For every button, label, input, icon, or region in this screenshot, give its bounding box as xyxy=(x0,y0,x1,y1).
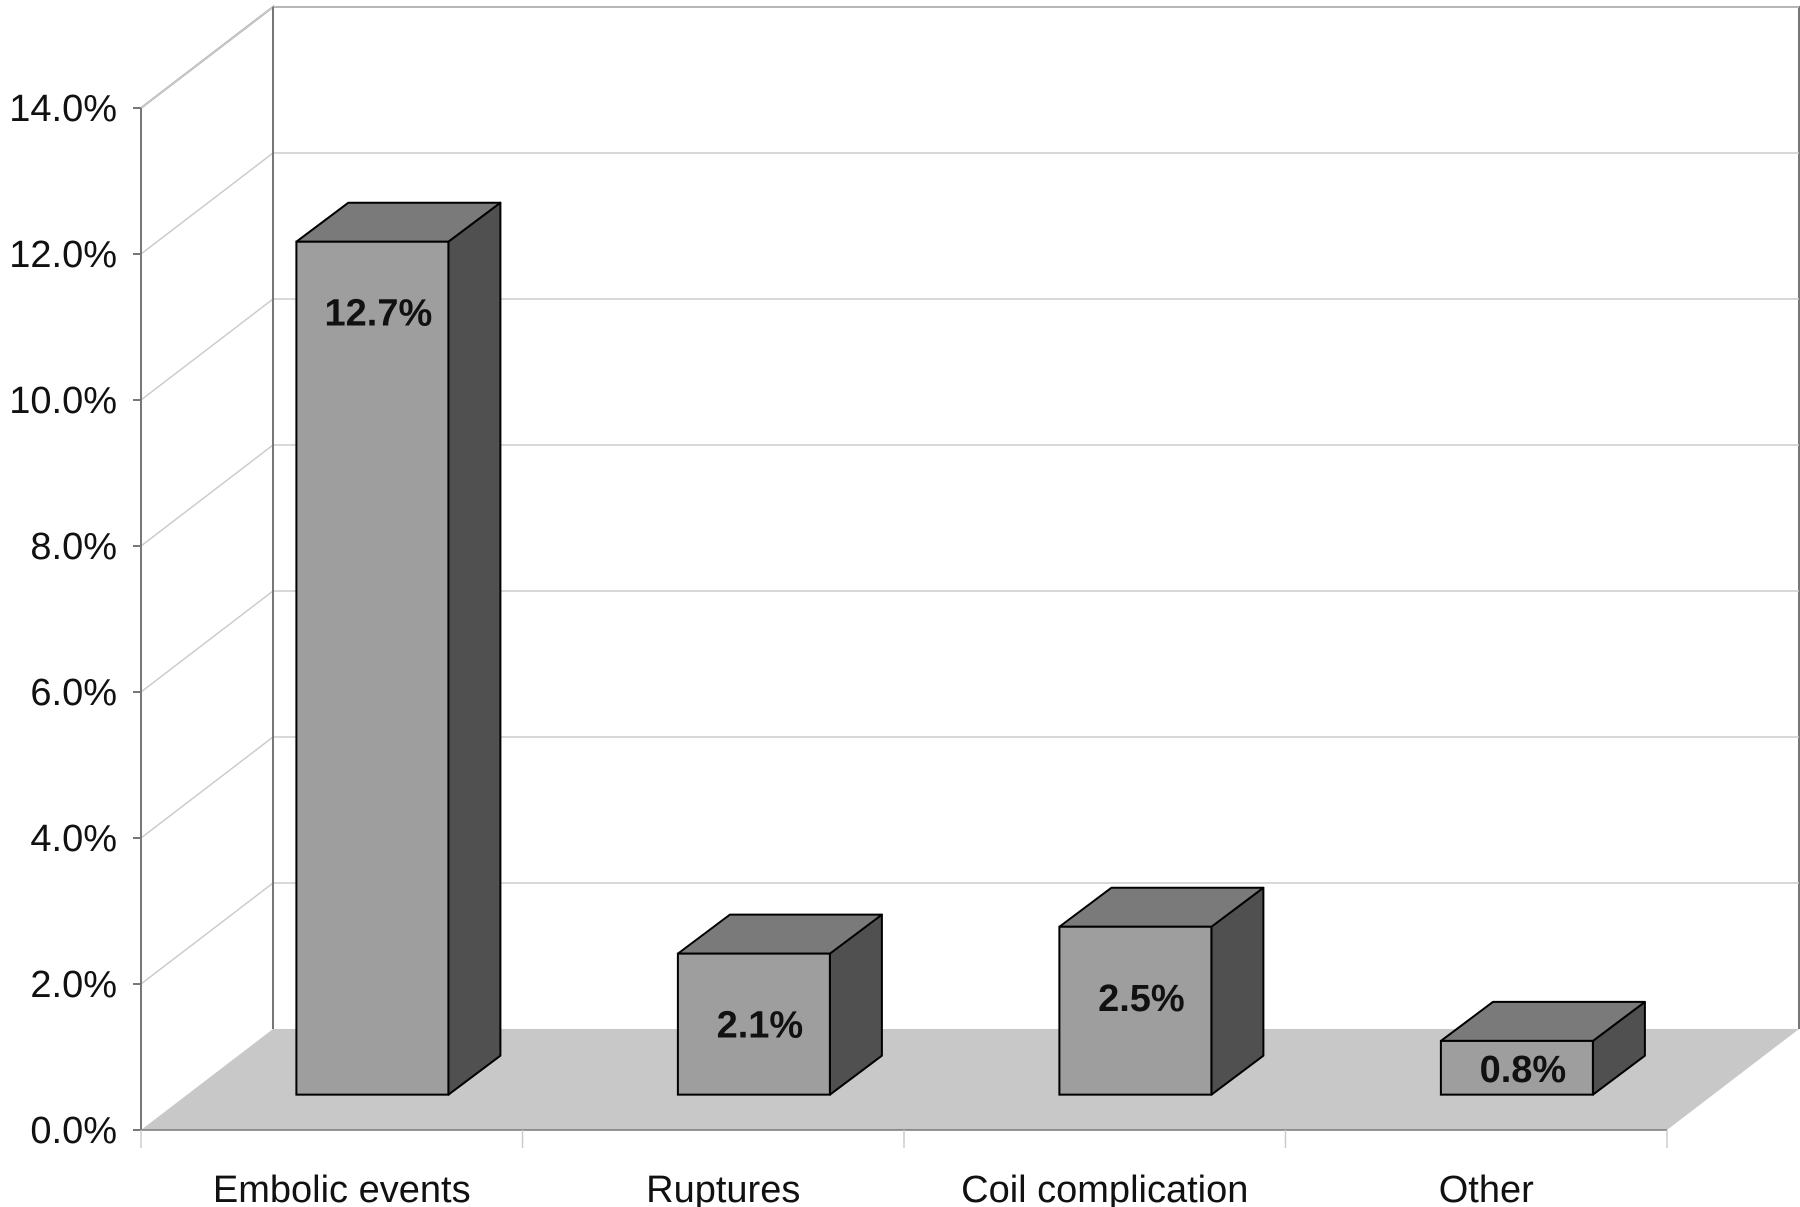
bar: 2.5% xyxy=(1058,886,1265,1096)
bar: 2.1% xyxy=(676,913,883,1096)
gridlines xyxy=(140,6,1799,985)
gridline-side xyxy=(140,6,274,109)
bar-front-face xyxy=(295,240,450,1096)
x-category-label: Ruptures xyxy=(646,1169,800,1207)
gridline-side xyxy=(140,882,274,985)
y-tick-label: 4.0% xyxy=(30,818,117,860)
gridline-side xyxy=(140,298,274,401)
data-label: 2.5% xyxy=(1098,978,1185,1020)
bar: 0.8% xyxy=(1439,1000,1646,1096)
back-wall-outline xyxy=(273,6,1800,1029)
y-tick-label: 2.0% xyxy=(30,964,117,1006)
bars: 12.7% 2.1% 2.5% 0.8% xyxy=(295,201,1646,1096)
x-category-label: Other xyxy=(1439,1169,1534,1207)
y-tick-label: 0.0% xyxy=(30,1110,117,1152)
side-wall-outline xyxy=(140,4,274,1029)
x-category-label: Embolic events xyxy=(213,1169,471,1207)
gridline-side xyxy=(140,590,274,693)
bar: 12.7% xyxy=(295,201,502,1096)
bar-front-face xyxy=(676,952,831,1096)
data-label: 2.1% xyxy=(717,1005,804,1047)
y-tick-label: 14.0% xyxy=(9,88,117,130)
data-label: 0.8% xyxy=(1480,1049,1567,1091)
y-tick-label: 10.0% xyxy=(9,380,117,422)
y-tick-label: 8.0% xyxy=(30,526,117,568)
data-label: 12.7% xyxy=(325,293,433,335)
bar-side-face xyxy=(447,201,502,1096)
y-tick-label: 6.0% xyxy=(30,672,117,714)
gridline-side xyxy=(140,736,274,839)
chart-axes xyxy=(133,7,1668,1148)
x-axis-category-labels: Embolic events Ruptures Coil complication O… xyxy=(213,1169,1534,1207)
bar-front-face xyxy=(1058,925,1213,1096)
gridline-side xyxy=(140,152,274,255)
gridline-side xyxy=(140,444,274,547)
y-tick-label: 12.0% xyxy=(9,234,117,276)
x-category-label: Coil complication xyxy=(961,1169,1248,1207)
floor-plane xyxy=(141,1029,1799,1130)
y-axis-tick-labels: 0.0% 2.0% 4.0% 6.0% 8.0% 10.0% 12.0% 14.0% xyxy=(9,88,117,1152)
chart-floor xyxy=(141,1029,1799,1130)
bar-front-face xyxy=(1439,1039,1594,1096)
